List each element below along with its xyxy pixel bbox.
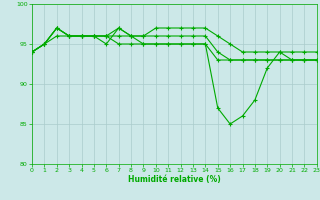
X-axis label: Humidité relative (%): Humidité relative (%) (128, 175, 221, 184)
